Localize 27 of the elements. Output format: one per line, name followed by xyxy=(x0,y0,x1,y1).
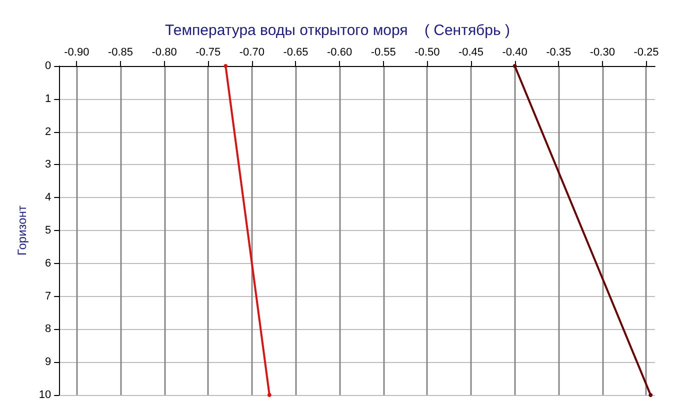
y-tick-label: 10 xyxy=(38,389,52,401)
y-tick-label: 9 xyxy=(45,356,52,368)
y-tick-label: 0 xyxy=(45,60,52,72)
y-tick-label: 7 xyxy=(45,290,52,302)
y-tick-label: 6 xyxy=(45,257,52,270)
x-tick-label: -0.70 xyxy=(239,46,264,58)
y-tick-label: 4 xyxy=(45,192,52,204)
y-tick-label: 3 xyxy=(45,158,52,171)
y-tick-label: 5 xyxy=(45,224,52,236)
y-axis-title: Горизонт xyxy=(15,205,29,256)
x-tick-label: -0.30 xyxy=(590,46,615,58)
x-tick-label: -0.35 xyxy=(546,46,572,58)
x-tick-label: -0.40 xyxy=(502,46,528,58)
x-tick-label: -0.25 xyxy=(634,46,659,58)
x-tick-label: -0.45 xyxy=(458,46,484,58)
x-tick-label: -0.60 xyxy=(327,46,352,58)
y-tick-label: 8 xyxy=(45,323,52,336)
y-tick-label: 1 xyxy=(45,92,52,105)
y-tick-label: 2 xyxy=(45,126,52,138)
x-tick-label: -0.50 xyxy=(414,46,440,58)
chart-title: Температура воды открытого моря ( Сентябрь ) xyxy=(165,22,510,39)
x-tick-label: -0.85 xyxy=(108,46,134,58)
x-tick-label: -0.55 xyxy=(370,46,396,58)
x-tick-label: -0.90 xyxy=(64,46,90,58)
x-tick-label: -0.80 xyxy=(152,46,177,58)
x-tick-label: -0.75 xyxy=(196,46,221,58)
x-tick-label: -0.65 xyxy=(283,46,308,58)
